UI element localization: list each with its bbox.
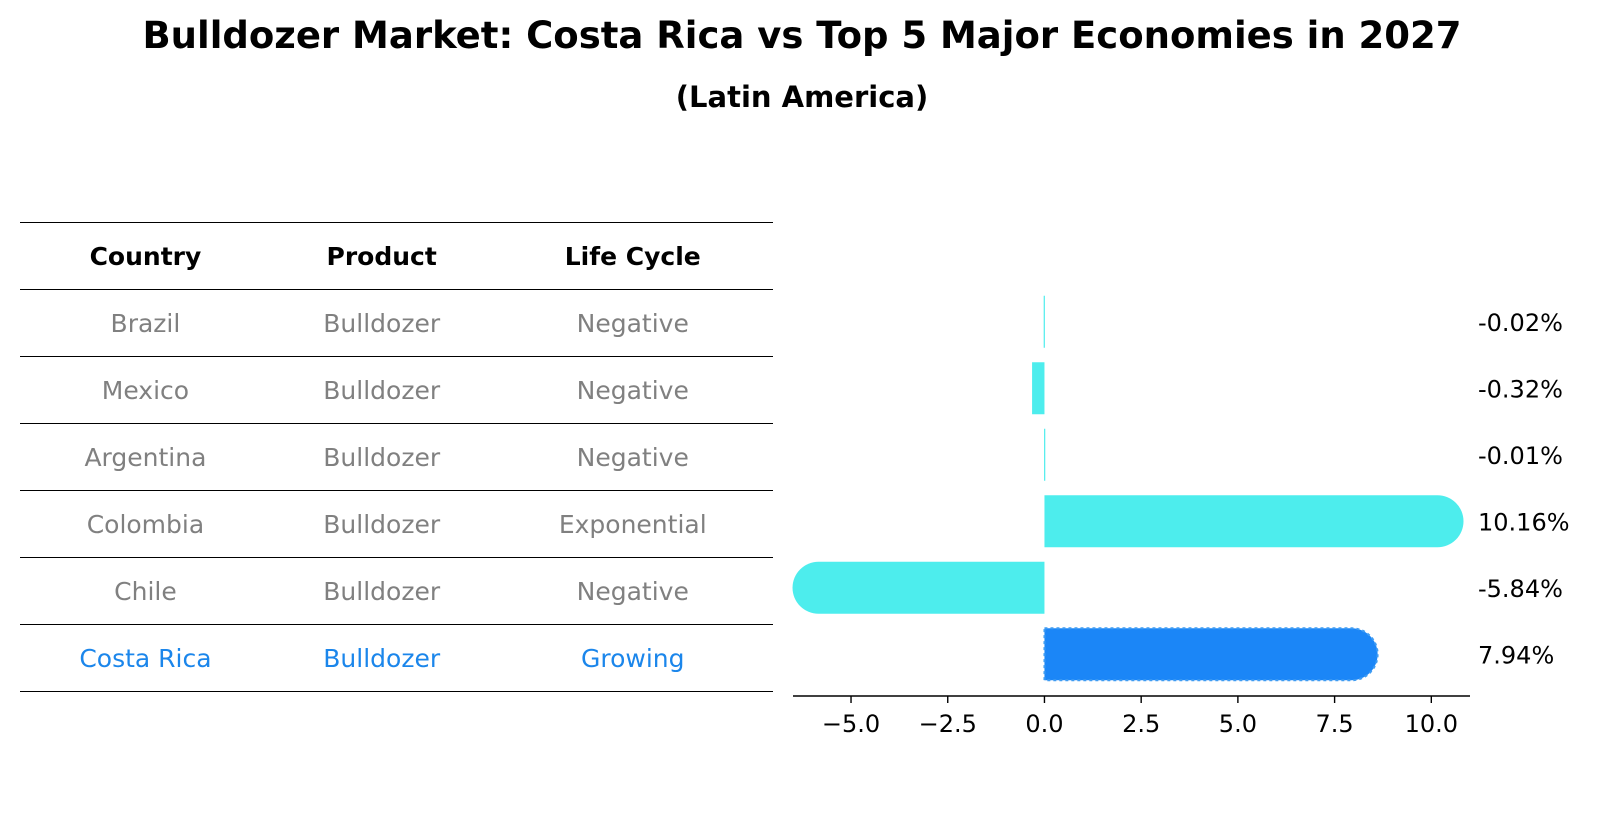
bar-value-label: 7.94% <box>1478 641 1554 669</box>
bar-mexico <box>1032 362 1045 415</box>
cell-product: Bulldozer <box>270 356 493 424</box>
cell-product: Bulldozer <box>270 624 493 692</box>
bar-chile <box>792 561 1045 614</box>
x-tick-label: 0.0 <box>1025 710 1063 738</box>
bar-brazil <box>1043 295 1045 348</box>
x-tick-label: 2.5 <box>1122 710 1160 738</box>
cell-life-cycle: Negative <box>492 557 773 625</box>
table-row: Chile Bulldozer Negative <box>20 557 773 625</box>
bar-value-label: -0.02% <box>1478 309 1563 337</box>
x-tick-label: −5.0 <box>822 710 880 738</box>
cell-product: Bulldozer <box>270 490 493 558</box>
table-header-row: Country Product Life Cycle <box>20 222 773 290</box>
cell-life-cycle: Growing <box>492 624 773 692</box>
x-tick-label: 7.5 <box>1316 710 1354 738</box>
country-table: Country Product Life Cycle Brazil Bulldo… <box>20 222 773 692</box>
table-row-highlight: Costa Rica Bulldozer Growing <box>20 624 773 692</box>
cell-country: Brazil <box>20 289 271 357</box>
header-product: Product <box>270 222 493 290</box>
table-row: Brazil Bulldozer Negative <box>20 289 773 357</box>
x-tick-label: 5.0 <box>1219 710 1257 738</box>
table-row: Argentina Bulldozer Negative <box>20 423 773 491</box>
x-tick-label: 10.0 <box>1405 710 1458 738</box>
cell-product: Bulldozer <box>270 557 493 625</box>
bar-value-label: 10.16% <box>1478 508 1570 536</box>
table-row: Colombia Bulldozer Exponential <box>20 490 773 558</box>
cell-country: Chile <box>20 557 271 625</box>
chart-title: Bulldozer Market: Costa Rica vs Top 5 Ma… <box>142 14 1462 57</box>
cell-product: Bulldozer <box>270 289 493 357</box>
header-country: Country <box>20 222 271 290</box>
bar-value-label: -5.84% <box>1478 575 1563 603</box>
cell-life-cycle: Exponential <box>492 490 773 558</box>
table-row: Mexico Bulldozer Negative <box>20 356 773 424</box>
cell-life-cycle: Negative <box>492 423 773 491</box>
bar-argentina <box>1044 428 1046 481</box>
bar-colombia <box>1044 495 1464 548</box>
cell-country: Costa Rica <box>20 624 271 692</box>
cell-country: Argentina <box>20 423 271 491</box>
header-life-cycle: Life Cycle <box>492 222 773 290</box>
cell-life-cycle: Negative <box>492 289 773 357</box>
cell-product: Bulldozer <box>270 423 493 491</box>
cell-country: Colombia <box>20 490 271 558</box>
cell-life-cycle: Negative <box>492 356 773 424</box>
bar-value-label: -0.32% <box>1478 375 1563 403</box>
chart-subtitle: (Latin America) <box>675 80 929 114</box>
x-tick-label: −2.5 <box>919 710 977 738</box>
bar-costa-rica <box>1043 627 1379 682</box>
bar-value-label: -0.01% <box>1478 442 1563 470</box>
cell-country: Mexico <box>20 356 271 424</box>
